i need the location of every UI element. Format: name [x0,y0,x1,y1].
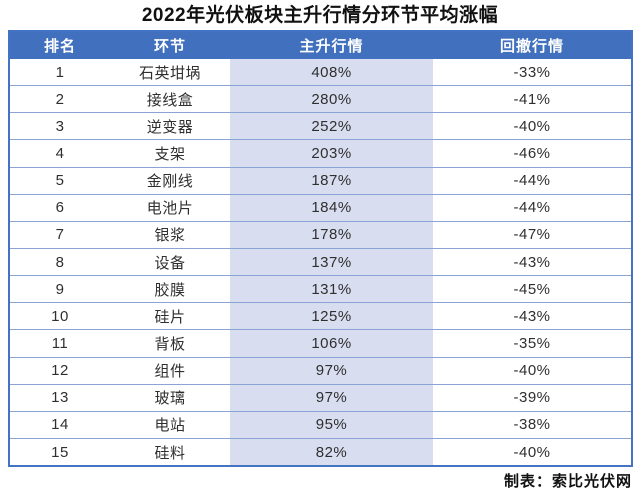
table-header: 排名 环节 主升行情 回撤行情 [10,32,631,59]
rank-cell: 4 [55,144,65,162]
table-row: 5 金刚线 187% -44% [10,166,631,194]
table-row: 1 石英坩埚 408% -33% [10,59,631,86]
rank-cell: 1 [55,63,65,81]
segment-cell: 接线盒 [146,91,194,109]
main-rally-cell: 280% [230,86,433,113]
drawdown-cell: -45% [513,280,551,298]
ranking-table: 排名 环节 主升行情 回撤行情 1 石英坩埚 408% -33% 2 接线盒 280% -41… [8,30,633,467]
drawdown-cell: -38% [513,416,551,434]
main-rally-cell: 187% [230,167,433,194]
rank-cell: 15 [51,443,69,461]
rank-cell: 12 [51,362,69,380]
page-title: 2022年光伏板块主升行情分环节平均涨幅 [141,5,499,26]
rank-cell: 8 [55,253,65,271]
segment-cell: 玻璃 [154,390,186,408]
table-row: 15 硅料 82% -40% [10,437,631,466]
main-rally-cell: 82% [230,438,433,466]
main-rally-cell: 125% [230,303,433,330]
table-row: 12 组件 97% -40% [10,356,631,384]
header-segment: 环节 [153,38,186,55]
main-rally-cell: 95% [230,411,433,438]
segment-cell: 银浆 [154,227,186,245]
drawdown-cell: -43% [513,253,551,271]
drawdown-cell: -46% [513,144,551,162]
segment-cell: 电池片 [146,200,194,218]
rank-cell: 10 [51,307,69,325]
table-body: 1 石英坩埚 408% -33% 2 接线盒 280% -41% 3 逆变器 252% -40% 4 支架… [10,59,631,466]
segment-cell: 逆变器 [146,118,194,136]
header-main-rally: 主升行情 [299,38,364,55]
table-row: 7 银浆 178% -47% [10,220,631,248]
table-row: 3 逆变器 252% -40% [10,112,631,140]
table-row: 14 电站 95% -38% [10,410,631,438]
main-rally-cell: 137% [230,248,433,276]
source-credit: 制表：索比光伏网 [503,473,632,490]
main-rally-cell: 106% [230,330,433,357]
table-row: 2 接线盒 280% -41% [10,85,631,113]
segment-cell: 硅料 [154,444,186,462]
main-rally-cell: 97% [230,357,433,384]
segment-cell: 硅片 [154,308,186,326]
rank-cell: 2 [55,90,65,108]
rank-cell: 5 [55,172,65,190]
segment-cell: 石英坩埚 [138,64,201,82]
rank-cell: 3 [55,117,65,135]
main-rally-cell: 97% [230,384,433,411]
drawdown-cell: -33% [513,63,551,81]
rank-cell: 9 [55,280,65,298]
drawdown-cell: -40% [513,117,551,135]
table-row: 11 背板 106% -35% [10,329,631,357]
table-row: 13 玻璃 97% -39% [10,383,631,411]
segment-cell: 金刚线 [146,173,194,191]
main-rally-cell: 131% [230,276,433,303]
rank-cell: 11 [51,334,69,352]
drawdown-cell: -44% [513,199,551,217]
table-row: 9 胶膜 131% -45% [10,275,631,303]
main-rally-cell: 184% [230,194,433,221]
drawdown-cell: -41% [513,90,551,108]
table-row: 4 支架 203% -46% [10,139,631,167]
main-rally-cell: 203% [230,140,433,167]
main-rally-cell: 408% [230,59,433,86]
table-row: 6 电池片 184% -44% [10,193,631,221]
segment-cell: 电站 [154,417,186,435]
header-rank: 排名 [43,38,76,55]
segment-cell: 组件 [154,363,186,381]
drawdown-cell: -44% [513,172,551,190]
main-rally-cell: 252% [230,113,433,140]
segment-cell: 设备 [154,254,186,272]
header-drawdown: 回撤行情 [499,38,564,55]
table-row: 8 设备 137% -43% [10,247,631,276]
drawdown-cell: -47% [513,226,551,244]
rank-cell: 14 [51,416,69,434]
rank-cell: 13 [51,389,69,407]
rank-cell: 7 [55,226,65,244]
segment-cell: 胶膜 [154,281,186,299]
segment-cell: 背板 [154,335,186,353]
main-rally-cell: 178% [230,221,433,248]
drawdown-cell: -40% [513,362,551,380]
drawdown-cell: -35% [513,334,551,352]
segment-cell: 支架 [154,145,186,163]
rank-cell: 6 [55,199,65,217]
drawdown-cell: -39% [513,389,551,407]
drawdown-cell: -43% [513,307,551,325]
drawdown-cell: -40% [513,443,551,461]
table-row: 10 硅片 125% -43% [10,302,631,330]
